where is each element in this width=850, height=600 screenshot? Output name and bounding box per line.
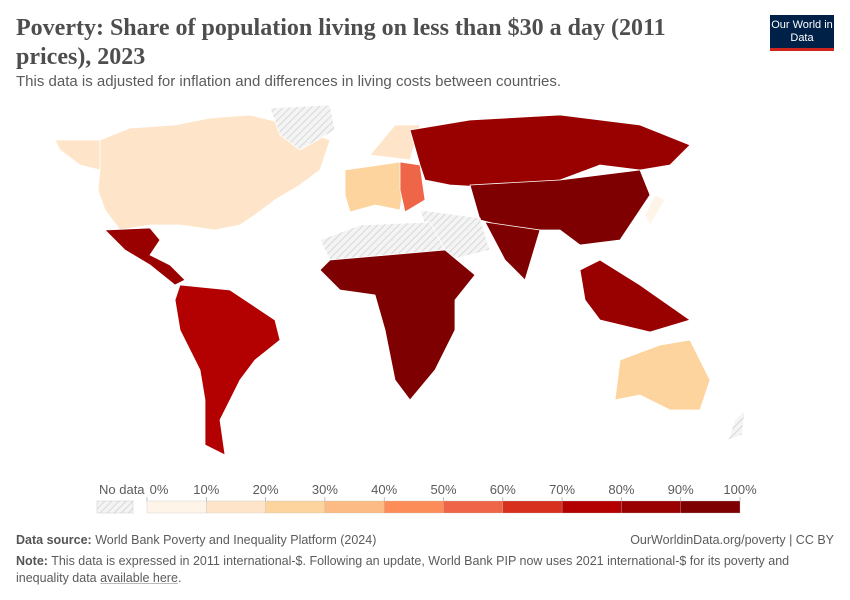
region-russia-central-asia[interactable] bbox=[409, 114, 691, 189]
legend-bin-8[interactable] bbox=[621, 500, 681, 514]
region-new-zealand[interactable] bbox=[727, 408, 746, 441]
available-here-link[interactable]: available here bbox=[100, 571, 178, 585]
legend-tick-label: 70% bbox=[549, 482, 575, 497]
legend-tick-label: 30% bbox=[312, 482, 338, 497]
legend-tick-label: 50% bbox=[430, 482, 456, 497]
legend-bin-9[interactable] bbox=[680, 500, 741, 514]
legend-tick-label: 60% bbox=[490, 482, 516, 497]
legend-bin-6[interactable] bbox=[502, 500, 563, 514]
note-label: Note: bbox=[16, 554, 48, 568]
legend-bin-5[interactable] bbox=[443, 500, 503, 514]
region-united-states-canada[interactable] bbox=[97, 114, 331, 231]
region-southeast-asia[interactable] bbox=[579, 259, 691, 333]
world-map[interactable] bbox=[0, 100, 850, 480]
owid-logo[interactable]: Our World in Data bbox=[770, 15, 834, 51]
region-eastern-europe[interactable] bbox=[399, 161, 426, 213]
region-greenland[interactable] bbox=[269, 104, 336, 151]
chart-subtitle: This data is adjusted for inflation and … bbox=[16, 73, 562, 90]
url-license[interactable]: OurWorldinData.org/poverty | CC BY bbox=[630, 533, 834, 547]
region-mexico-central-america[interactable] bbox=[104, 227, 186, 286]
region-north-africa[interactable] bbox=[319, 221, 446, 261]
legend-tick-label: 80% bbox=[608, 482, 634, 497]
note-text: This data is expressed in 2011 internati… bbox=[16, 554, 790, 585]
legend-tick-label: 90% bbox=[668, 482, 694, 497]
region-western-europe[interactable] bbox=[344, 161, 406, 213]
note-end: . bbox=[177, 571, 182, 585]
region-scandinavia[interactable] bbox=[369, 124, 421, 161]
note: Note: This data is expressed in 2011 int… bbox=[16, 553, 826, 587]
legend-tick-label: 10% bbox=[193, 482, 219, 497]
legend-bin-1[interactable] bbox=[206, 500, 266, 514]
legend-tick-label: 100% bbox=[723, 482, 757, 497]
source-label: Data source: bbox=[16, 533, 92, 547]
region-sub-saharan-africa[interactable] bbox=[319, 249, 476, 401]
legend-tick-label: 20% bbox=[253, 482, 279, 497]
legend-tick-label: 40% bbox=[371, 482, 397, 497]
legend-bin-7[interactable] bbox=[561, 500, 622, 514]
region-japan[interactable] bbox=[644, 194, 666, 226]
data-source: Data source: World Bank Poverty and Ineq… bbox=[16, 533, 376, 547]
region-south-asia[interactable] bbox=[484, 221, 541, 281]
legend-bin-4[interactable] bbox=[384, 500, 444, 514]
legend-bin-0[interactable] bbox=[146, 500, 207, 514]
region-south-america[interactable] bbox=[174, 284, 281, 456]
legend-no-data-swatch bbox=[96, 500, 134, 514]
legend: No data 0% 10% 20% 30% 40% 50% 60% 70% 80% 90% 100% bbox=[90, 480, 780, 521]
region-alaska[interactable] bbox=[54, 139, 101, 171]
source-text: World Bank Poverty and Inequality Platfo… bbox=[95, 533, 377, 547]
region-australia[interactable] bbox=[614, 339, 711, 411]
legend-tick-label: 0% bbox=[150, 482, 169, 497]
legend-bin-3[interactable] bbox=[324, 500, 385, 514]
chart-title: Poverty: Share of population living on l… bbox=[16, 15, 666, 70]
legend-no-data-label: No data bbox=[99, 482, 145, 497]
legend-bin-2[interactable] bbox=[265, 500, 326, 514]
